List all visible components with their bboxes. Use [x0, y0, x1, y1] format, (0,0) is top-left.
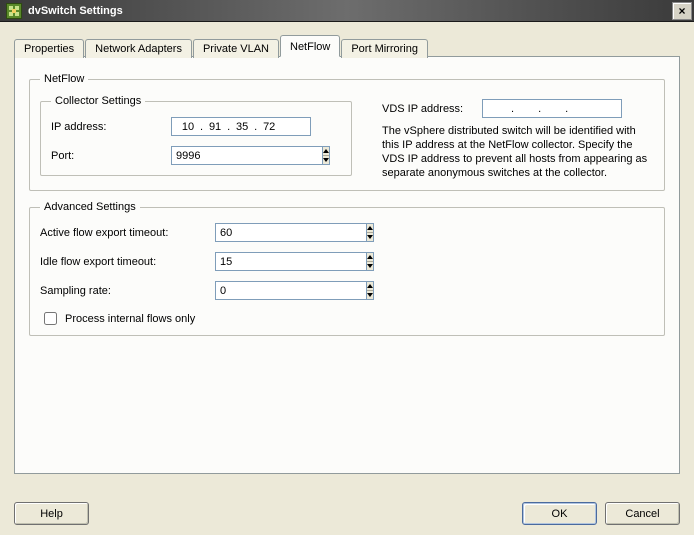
- close-icon: ×: [678, 4, 685, 18]
- chevron-up-icon: [367, 255, 373, 259]
- group-netflow: NetFlow Collector Settings IP address: .…: [29, 73, 665, 191]
- vds-ip-octet-3[interactable]: [541, 103, 565, 115]
- chevron-up-icon: [323, 149, 329, 153]
- sampling-rate-input[interactable]: [215, 281, 366, 300]
- port-input[interactable]: [171, 146, 322, 165]
- close-button[interactable]: ×: [672, 2, 692, 20]
- port-spinner[interactable]: [171, 146, 311, 165]
- label-ip-address: IP address:: [51, 121, 171, 133]
- sampling-rate-spinner[interactable]: [215, 281, 355, 300]
- label-process-internal-flows: Process internal flows only: [65, 313, 195, 325]
- cancel-button[interactable]: Cancel: [605, 502, 680, 525]
- vds-ip-octet-4[interactable]: [568, 103, 592, 115]
- group-collector-legend: Collector Settings: [51, 95, 145, 107]
- port-spin-down[interactable]: [323, 156, 329, 164]
- sampling-rate-spin-up[interactable]: [367, 282, 373, 291]
- active-timeout-spinner[interactable]: [215, 223, 355, 242]
- idle-timeout-spin-down[interactable]: [367, 262, 373, 270]
- vds-ip-input[interactable]: . . .: [482, 99, 622, 118]
- collector-ip-octet-2[interactable]: [203, 121, 227, 133]
- collector-ip-octet-1[interactable]: [176, 121, 200, 133]
- vds-ip-octet-1[interactable]: [487, 103, 511, 115]
- label-vds-ip: VDS IP address:: [382, 103, 482, 115]
- tab-network-adapters[interactable]: Network Adapters: [85, 39, 192, 58]
- vds-ip-octet-2[interactable]: [514, 103, 538, 115]
- tab-private-vlan[interactable]: Private VLAN: [193, 39, 279, 58]
- collector-ip-input[interactable]: . . .: [171, 117, 311, 136]
- group-advanced-legend: Advanced Settings: [40, 201, 140, 213]
- tab-netflow[interactable]: NetFlow: [280, 35, 340, 57]
- label-active-timeout: Active flow export timeout:: [40, 227, 215, 239]
- active-timeout-input[interactable]: [215, 223, 366, 242]
- active-timeout-spin-down[interactable]: [367, 233, 373, 241]
- chevron-down-icon: [367, 235, 373, 239]
- idle-timeout-spin-up[interactable]: [367, 253, 373, 262]
- group-collector-settings: Collector Settings IP address: . . .: [40, 95, 352, 176]
- idle-timeout-spinner[interactable]: [215, 252, 355, 271]
- vds-help-text: The vSphere distributed switch will be i…: [382, 124, 648, 180]
- tab-port-mirroring[interactable]: Port Mirroring: [341, 39, 428, 58]
- label-port: Port:: [51, 150, 171, 162]
- chevron-down-icon: [323, 158, 329, 162]
- label-sampling-rate: Sampling rate:: [40, 285, 215, 297]
- tab-properties[interactable]: Properties: [14, 39, 84, 58]
- app-icon: [6, 3, 22, 19]
- help-button[interactable]: Help: [14, 502, 89, 525]
- port-spin-up[interactable]: [323, 147, 329, 156]
- tab-strip: Properties Network Adapters Private VLAN…: [14, 36, 680, 57]
- process-internal-flows-checkbox[interactable]: [44, 312, 57, 325]
- label-idle-timeout: Idle flow export timeout:: [40, 256, 215, 268]
- group-advanced-settings: Advanced Settings Active flow export tim…: [29, 201, 665, 336]
- chevron-up-icon: [367, 284, 373, 288]
- active-timeout-spin-up[interactable]: [367, 224, 373, 233]
- sampling-rate-spin-down[interactable]: [367, 291, 373, 299]
- collector-ip-octet-3[interactable]: [230, 121, 254, 133]
- collector-ip-octet-4[interactable]: [257, 121, 281, 133]
- chevron-down-icon: [367, 293, 373, 297]
- window-title: dvSwitch Settings: [28, 5, 123, 17]
- idle-timeout-input[interactable]: [215, 252, 366, 271]
- group-netflow-legend: NetFlow: [40, 73, 88, 85]
- tab-panel-netflow: NetFlow Collector Settings IP address: .…: [14, 56, 680, 474]
- title-bar: dvSwitch Settings ×: [0, 0, 694, 22]
- chevron-down-icon: [367, 264, 373, 268]
- chevron-up-icon: [367, 226, 373, 230]
- ok-button[interactable]: OK: [522, 502, 597, 525]
